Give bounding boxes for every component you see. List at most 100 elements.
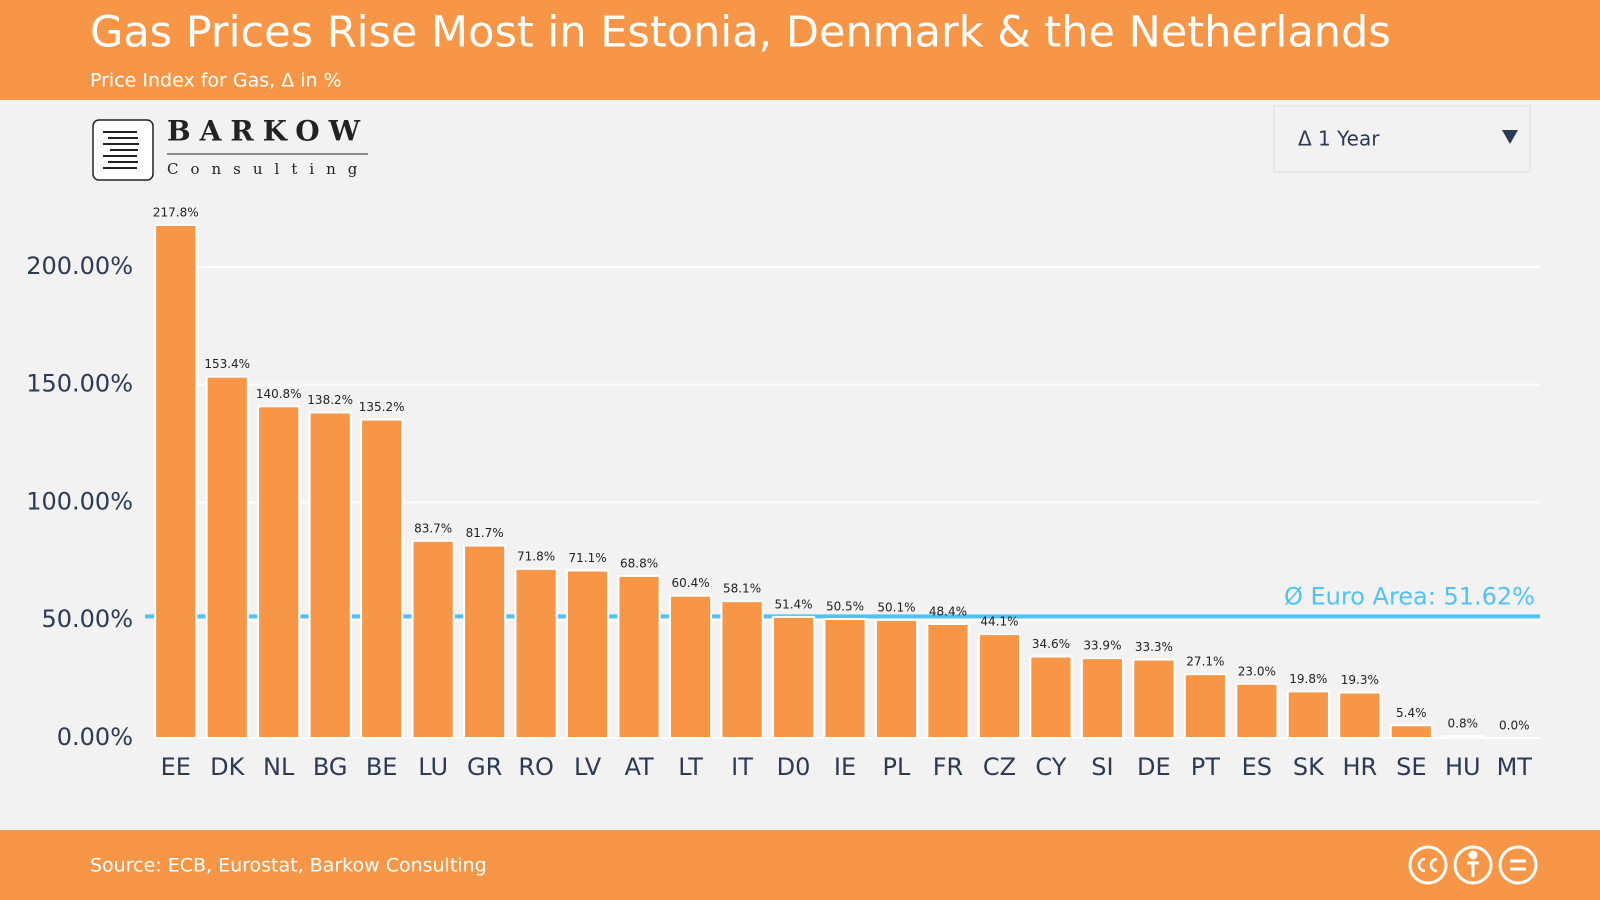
- value-label: 50.1%: [877, 600, 915, 614]
- y-tick-label: 150.00%: [26, 370, 133, 398]
- x-tick-label: SI: [1091, 753, 1113, 781]
- value-label: 0.8%: [1448, 717, 1479, 731]
- value-label: 50.5%: [826, 600, 864, 614]
- bar: [360, 418, 404, 739]
- value-label: 19.3%: [1341, 673, 1379, 687]
- cc-icon: [1408, 845, 1448, 885]
- bar: [720, 600, 764, 739]
- logo-lines: [103, 131, 139, 169]
- bar: [1441, 735, 1485, 739]
- value-label: 33.3%: [1135, 640, 1173, 654]
- bar: [617, 574, 661, 740]
- bar: [1183, 673, 1227, 739]
- dropdown-box[interactable]: [1273, 105, 1531, 173]
- x-tick-label: CZ: [983, 753, 1016, 781]
- x-tick-label: SK: [1293, 753, 1325, 781]
- bar: [874, 618, 919, 740]
- x-tick-label: LV: [574, 753, 602, 781]
- x-tick-label: IE: [834, 753, 856, 781]
- x-tick-label: BG: [313, 753, 348, 781]
- value-label: 68.8%: [620, 556, 658, 570]
- value-label: 23.0%: [1238, 664, 1276, 678]
- bar: [771, 615, 816, 739]
- x-tick-label: DE: [1137, 753, 1171, 781]
- x-tick-label: LT: [678, 753, 703, 781]
- x-tick-label: CY: [1035, 753, 1066, 781]
- cc-glyph: [1417, 857, 1438, 873]
- x-tick-label: HR: [1342, 753, 1377, 781]
- value-label: 71.1%: [569, 551, 607, 565]
- footer-band: [0, 830, 1600, 900]
- bar: [205, 375, 249, 739]
- value-label: 153.4%: [204, 357, 250, 371]
- bar: [823, 618, 867, 739]
- x-tick-label: MT: [1497, 753, 1533, 781]
- nd-icon: [1498, 845, 1538, 885]
- x-tick-label: IT: [731, 753, 753, 781]
- value-label: 19.8%: [1289, 672, 1327, 686]
- x-tick-label: D0: [777, 753, 811, 781]
- bar: [977, 633, 1022, 739]
- by-head: [1468, 850, 1478, 860]
- x-tick-label: PL: [883, 753, 911, 781]
- bar: [154, 223, 198, 739]
- plot: 0.00% 50.00% 100.00% 150.00% 200.00% EE 217.8%…: [26, 205, 1540, 781]
- bar: [411, 539, 455, 740]
- value-label: 0.0%: [1499, 719, 1530, 733]
- dropdown-arrow[interactable]: [1502, 130, 1518, 144]
- source: Source: ECB, Eurostat, Barkow Consulting: [90, 855, 487, 877]
- x-tick-label: AT: [624, 753, 654, 781]
- y-tick-label: 50.00%: [41, 605, 133, 633]
- by-body: [1467, 861, 1479, 877]
- logo-tagline: Consulting: [167, 160, 369, 178]
- x-tick-label: LU: [418, 753, 448, 781]
- value-label: 48.4%: [929, 604, 967, 618]
- value-label: 83.7%: [414, 521, 452, 535]
- by-icon: [1453, 845, 1493, 885]
- bar: [566, 569, 610, 740]
- header-band: [0, 0, 1600, 100]
- bar: [463, 544, 507, 739]
- value-label: 33.9%: [1083, 639, 1121, 653]
- value-label: 135.2%: [359, 400, 405, 414]
- dropdown[interactable]: Δ 1 Year: [1273, 105, 1531, 173]
- value-label: 81.7%: [466, 526, 504, 540]
- x-tick-label: SE: [1396, 753, 1426, 781]
- dropdown-label[interactable]: Δ 1 Year: [1298, 127, 1380, 151]
- bar: [1080, 657, 1125, 739]
- value-label: 58.1%: [723, 582, 761, 596]
- value-label: 44.1%: [980, 615, 1018, 629]
- bar: [1029, 655, 1073, 740]
- value-label: 34.6%: [1032, 637, 1070, 651]
- value-label: 60.4%: [671, 576, 709, 590]
- license-icons: [1408, 845, 1538, 885]
- value-label: 217.8%: [153, 205, 199, 219]
- logo-name: BARKOW: [167, 115, 369, 148]
- x-tick-label: HU: [1445, 753, 1481, 781]
- y-tick-label: 200.00%: [26, 252, 133, 280]
- bar: [1235, 682, 1279, 739]
- value-label: 51.4%: [774, 597, 812, 611]
- x-tick-label: DK: [210, 753, 245, 781]
- value-label: 27.1%: [1186, 655, 1224, 669]
- nd-glyph: [1510, 859, 1526, 871]
- x-tick-label: ES: [1242, 753, 1272, 781]
- bar: [1132, 658, 1176, 739]
- bar: [308, 411, 352, 739]
- subtitle: Price Index for Gas, Δ in %: [90, 70, 342, 92]
- y-tick-label: 100.00%: [26, 487, 133, 515]
- x-tick-label: FR: [933, 753, 963, 781]
- y-tick-label: 0.00%: [57, 723, 133, 751]
- x-tick-label: BE: [366, 753, 398, 781]
- bar: [668, 594, 713, 739]
- value-label: 140.8%: [256, 387, 302, 401]
- value-label: 138.2%: [307, 393, 353, 407]
- x-tick-label: RO: [518, 753, 554, 781]
- x-tick-label: NL: [263, 753, 295, 781]
- value-label: 71.8%: [517, 549, 555, 563]
- bar: [1338, 691, 1382, 740]
- reference-label: Ø Euro Area: 51.62%: [1284, 582, 1535, 610]
- bar: [257, 405, 301, 739]
- bar: [926, 622, 970, 739]
- bar: [514, 567, 558, 739]
